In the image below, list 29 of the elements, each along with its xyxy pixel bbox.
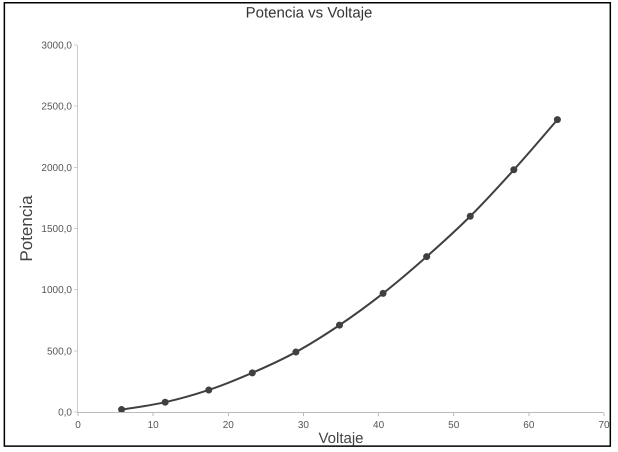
point: [423, 253, 430, 260]
x-tick-label: 0: [75, 420, 82, 431]
point: [118, 406, 126, 412]
x-axis-title: Voltaje: [318, 430, 364, 447]
point: [205, 386, 212, 394]
point: [380, 290, 387, 297]
point: [162, 398, 169, 406]
y-tick-label: 0,0: [58, 408, 72, 418]
y-tick-label: 1000,0: [41, 285, 72, 296]
x-tick-label: 30: [298, 420, 310, 431]
x-tick-label: 40: [373, 420, 385, 431]
point: [466, 212, 474, 220]
point: [554, 116, 561, 124]
x-tick-label: 20: [222, 420, 234, 431]
y-tick-label: 1500,0: [41, 224, 72, 235]
x-tick-label: 70: [598, 420, 610, 431]
point: [248, 369, 256, 376]
y-tick-label: 3000,0: [41, 40, 72, 52]
chart-title: Potencia vs Voltaje: [246, 4, 372, 22]
y-tick-label: 500,0: [46, 346, 72, 358]
y-tick-label: 2000,0: [41, 162, 72, 174]
x-tick-label: 60: [523, 420, 535, 431]
y-tick-label: 2500,0: [41, 102, 72, 113]
x-tick-label: 10: [148, 420, 160, 431]
x-tick-label: 50: [448, 420, 460, 431]
point: [292, 348, 300, 356]
point: [510, 166, 518, 174]
point: [336, 322, 343, 329]
y-axis-title: Potencia: [16, 194, 36, 262]
